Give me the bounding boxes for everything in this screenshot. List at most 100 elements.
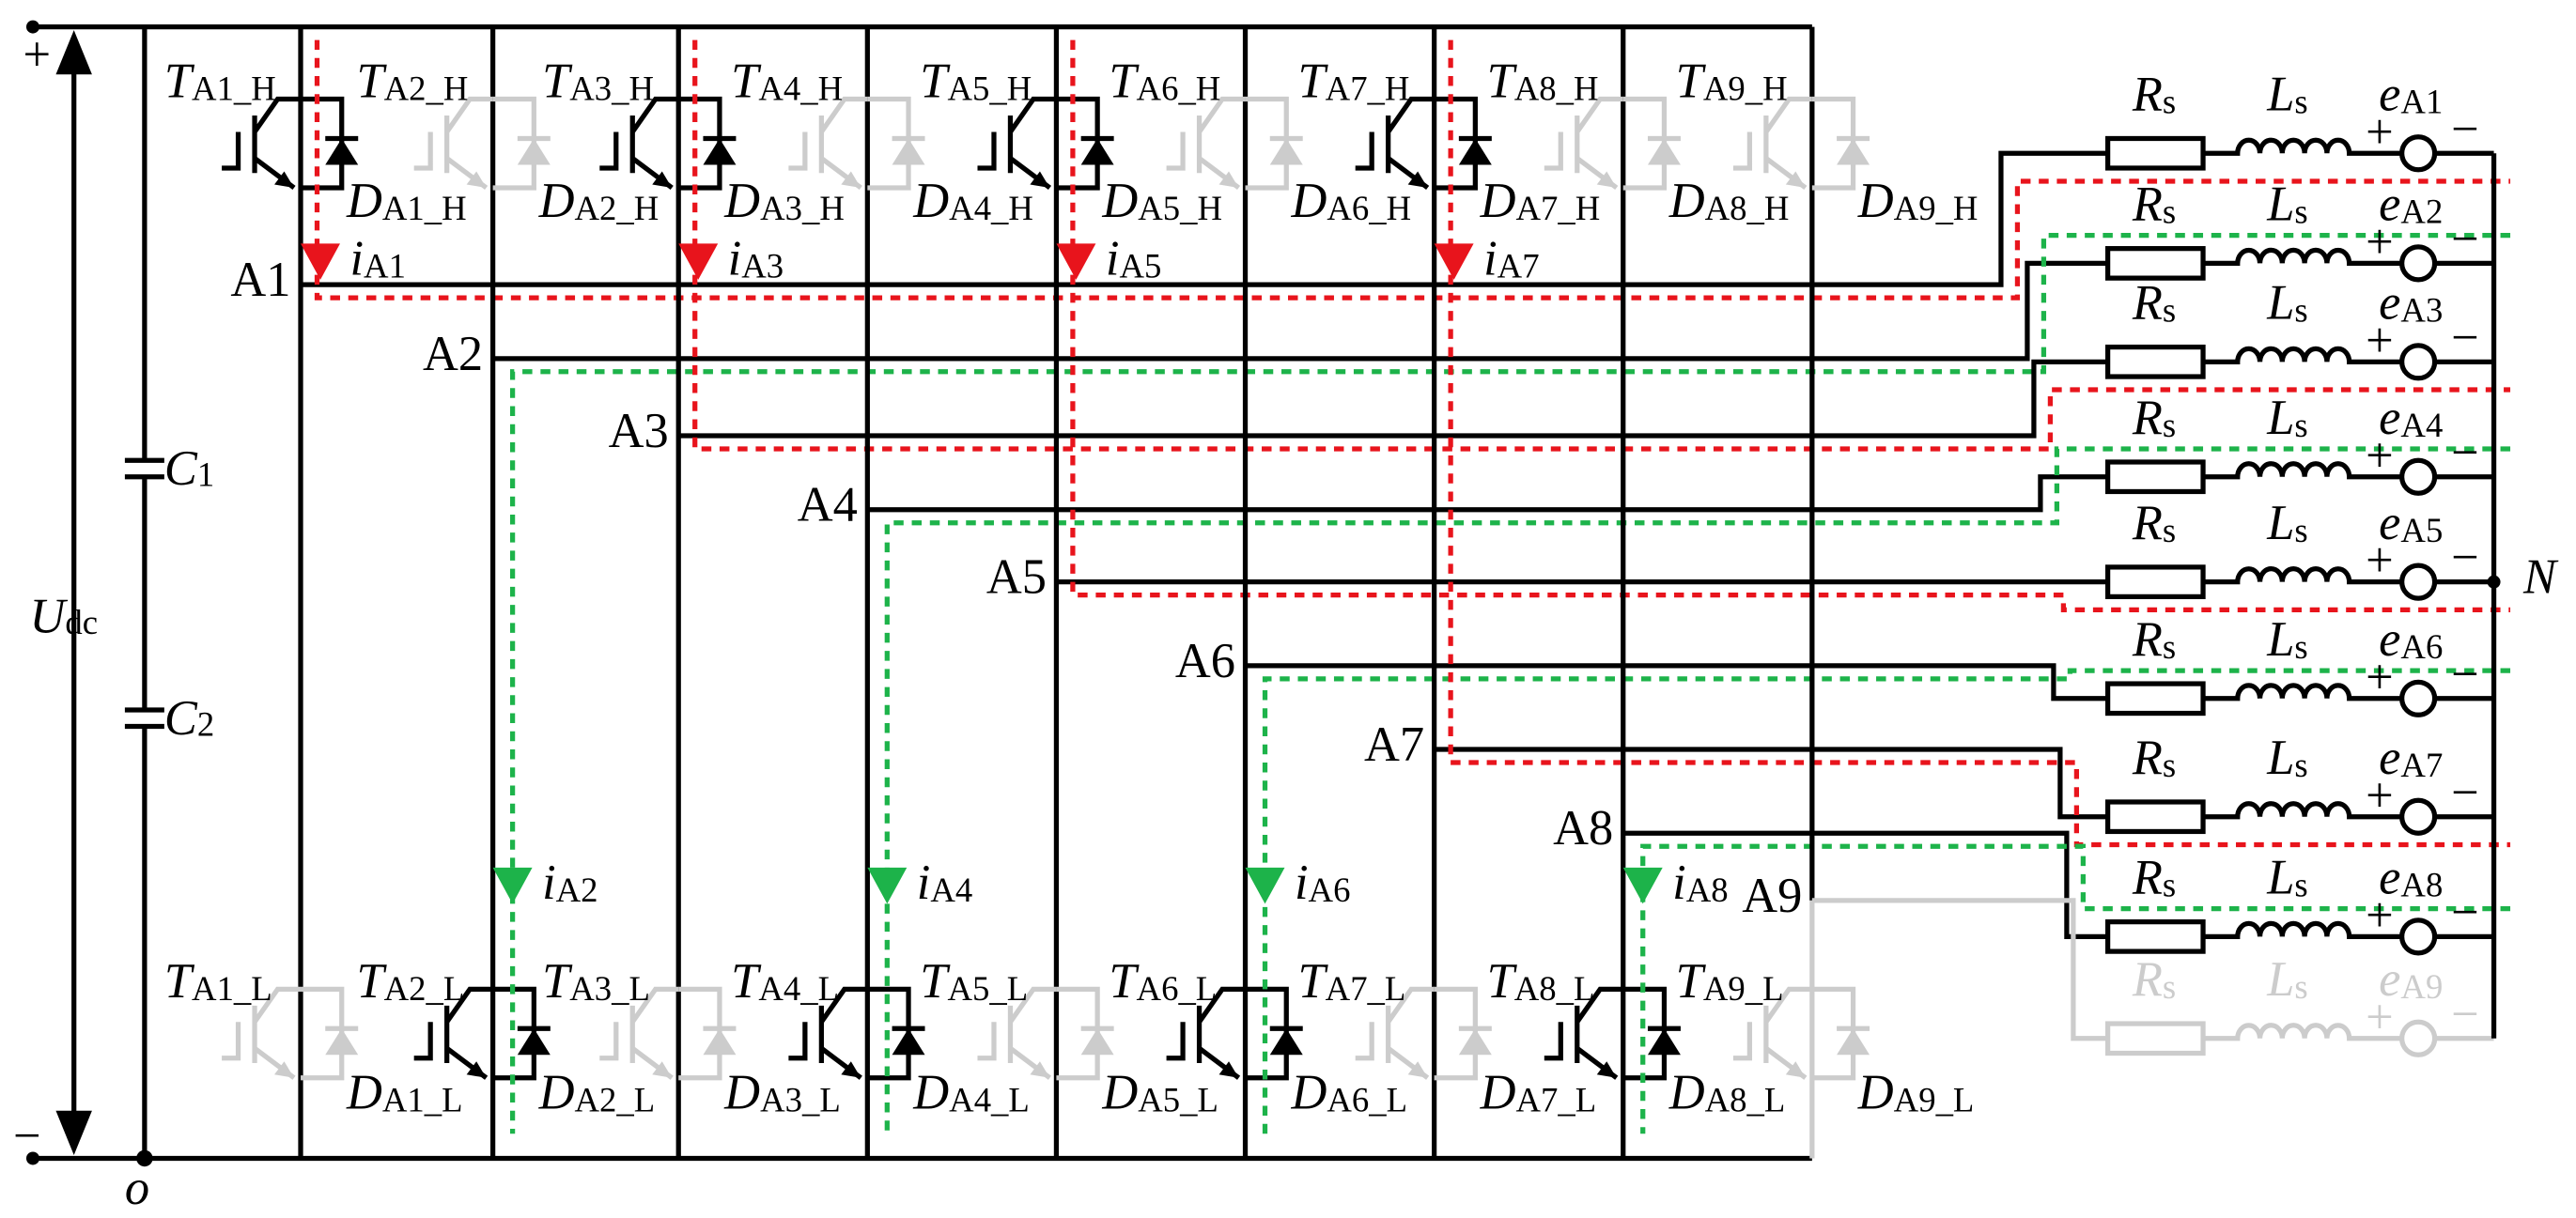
main: e: [2379, 177, 2400, 232]
diode: [301, 986, 359, 1081]
transistor: [1166, 986, 1246, 1080]
label: TA9_H: [1676, 54, 1788, 109]
sub: dc: [65, 603, 98, 641]
label: eA8: [2379, 851, 2443, 905]
label: eA4: [2379, 391, 2443, 445]
main: U: [29, 590, 68, 644]
sub: A5_L: [947, 969, 1028, 1008]
label: Rs: [2132, 952, 2176, 1007]
label: iA3: [728, 231, 784, 285]
label: DA3_L: [723, 1066, 841, 1120]
transistor-arrow: [841, 171, 861, 188]
current-arrow: [492, 867, 533, 904]
diode-triangle: [1458, 1028, 1492, 1056]
sub: s: [2294, 406, 2307, 444]
main: e: [2379, 612, 2400, 667]
sub: A2: [2400, 193, 2443, 231]
diode-triangle: [1837, 1028, 1870, 1056]
label: DA6_H: [1290, 174, 1411, 228]
current-path: [1262, 668, 2511, 1134]
sub: A6: [1309, 871, 1351, 909]
main: L: [2266, 391, 2294, 445]
transistor-arrow: [1218, 1061, 1239, 1078]
resistor: [2104, 344, 2206, 379]
sub: s: [2163, 746, 2176, 784]
label: TA7_L: [1297, 954, 1405, 1009]
transistor-arrow: [1407, 1061, 1428, 1078]
terminal: [25, 1151, 39, 1165]
sub: A3_H: [569, 69, 654, 108]
label: iA6: [1295, 856, 1350, 910]
diode: [1245, 986, 1303, 1081]
label: TA4_H: [731, 54, 843, 109]
main: R: [2132, 731, 2163, 785]
transistor-arrow: [652, 171, 673, 188]
label: Rs: [2132, 731, 2176, 785]
diode-triangle: [1080, 1028, 1114, 1056]
voltage-source: [2399, 457, 2438, 496]
sub: A4: [930, 871, 972, 909]
output-wire: [1434, 747, 2108, 820]
sub: A5_H: [1138, 190, 1222, 228]
main: i: [1672, 856, 1686, 910]
label: Rs: [2132, 391, 2176, 445]
current-arrow: [1056, 243, 1096, 280]
minus-sign: −: [13, 1108, 41, 1163]
label: Rs: [2132, 177, 2176, 232]
main: L: [2266, 612, 2294, 667]
sub: s: [2294, 511, 2307, 549]
node-label: A5: [986, 550, 1047, 605]
dc-link-capacitors: [124, 26, 164, 1159]
main: e: [2379, 952, 2400, 1007]
main: D: [538, 1066, 575, 1120]
transistor: [413, 986, 493, 1080]
sub: A6_H: [1137, 69, 1221, 108]
transistor: [977, 986, 1057, 1080]
voltage-source: [2399, 244, 2438, 283]
sub: A1: [364, 247, 406, 285]
label: Ls: [2266, 731, 2307, 785]
label: eA1: [2379, 68, 2443, 122]
sub: A5: [1119, 247, 1161, 285]
diode: [867, 986, 925, 1081]
main: T: [920, 954, 951, 1009]
sub: A6_L: [1327, 1081, 1407, 1119]
current-path: [1448, 39, 2511, 848]
transistor-arrow: [466, 1061, 487, 1078]
main: e: [2379, 731, 2400, 785]
main: D: [1857, 1066, 1894, 1120]
sub: A4_L: [949, 1081, 1030, 1119]
main: D: [723, 174, 760, 228]
sub: s: [2294, 746, 2307, 784]
minus-sign: −: [2451, 531, 2479, 585]
main: R: [2132, 496, 2163, 550]
sub: A2_L: [384, 969, 465, 1008]
main: D: [1480, 1066, 1516, 1120]
label: DA7_L: [1480, 1066, 1597, 1120]
current-path: [314, 39, 2511, 301]
node-label: A6: [1175, 634, 1235, 688]
label: eA5: [2379, 496, 2443, 550]
label: Ls: [2266, 851, 2307, 905]
main: D: [538, 174, 575, 228]
diode-triangle: [517, 138, 551, 165]
sub: A7: [2400, 746, 2443, 784]
current-arrow: [1434, 243, 1474, 280]
label: iA2: [542, 856, 597, 910]
current-arrow: [1245, 867, 1285, 904]
main: D: [1668, 1066, 1705, 1120]
inductor: [2203, 1023, 2402, 1041]
label: eA2: [2379, 177, 2443, 232]
plus-sign: +: [2366, 215, 2394, 270]
sub: A2_H: [384, 69, 469, 108]
main: D: [1480, 174, 1516, 228]
output-wire: [492, 260, 2108, 362]
main: C: [164, 441, 198, 496]
voltage-source: [2399, 1019, 2438, 1057]
label: DA1_H: [346, 174, 467, 228]
current-path: [884, 446, 2511, 1134]
inductor: [2203, 920, 2402, 939]
label: DA7_H: [1480, 174, 1601, 228]
minus-sign: −: [2451, 765, 2479, 820]
current-path: [692, 39, 2511, 452]
